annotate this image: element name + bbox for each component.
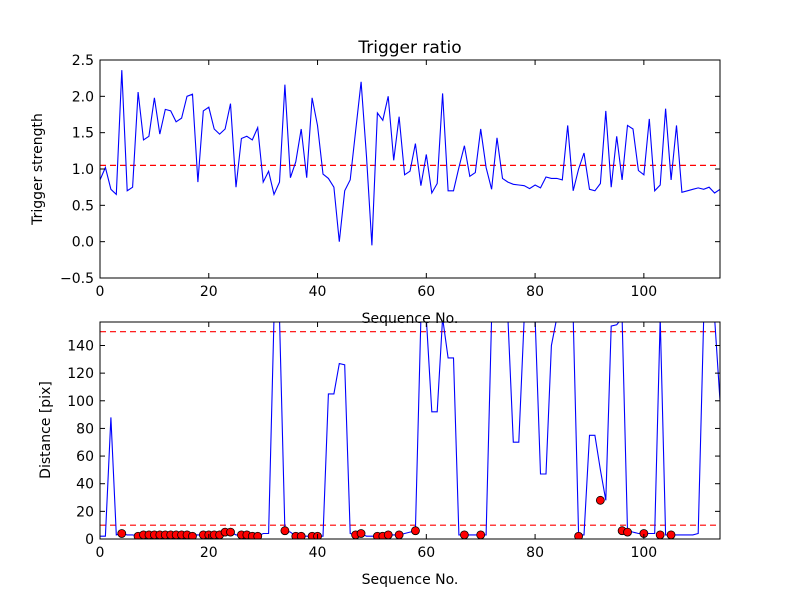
x-tick-label: 0 [96, 545, 105, 561]
distance-chart: 0 20 40 60 80 100 0 20 40 60 80 100 120 140 Sequence … [38, 321, 721, 588]
ticks: 0 20 40 60 80 100 −0.5 0.0 0.5 1.0 1.5 2.0 2.5 [60, 53, 720, 300]
y-axis-label: Distance [pix] [38, 381, 54, 479]
data-point [476, 530, 486, 539]
y-tick-label: 2.5 [72, 53, 94, 69]
y-tick-label: 0.0 [72, 235, 94, 251]
y-tick-label: 140 [67, 338, 94, 354]
plot-area [100, 70, 720, 246]
y-tick-label: 80 [76, 421, 94, 437]
x-tick-label: 20 [200, 545, 218, 561]
x-tick-label: 60 [417, 284, 435, 300]
axes-frame [99, 321, 721, 540]
data-point [459, 530, 469, 539]
clipped-series [100, 70, 720, 246]
x-tick-label: 80 [526, 545, 544, 561]
trigger-ratio-chart: Trigger ratio 0 20 40 60 80 100 −0.5 0.0 0.5 1.0 1… [30, 38, 721, 327]
data-point [226, 527, 235, 537]
data-point [595, 495, 605, 505]
x-tick-label: 100 [630, 545, 657, 561]
data-point [253, 531, 263, 539]
y-axis-label: Trigger strength [30, 113, 46, 226]
data-point [623, 527, 632, 537]
y-tick-label: 1.0 [72, 162, 94, 178]
y-tick-label: 20 [76, 504, 94, 520]
x-tick-label: 100 [630, 284, 657, 300]
x-tick-label: 60 [417, 545, 435, 561]
data-point [356, 529, 366, 538]
x-axis-label: Sequence No. [362, 572, 459, 588]
data-point [394, 530, 404, 539]
y-tick-label: 40 [76, 477, 94, 493]
y-tick-label: 60 [76, 449, 94, 465]
x-tick-label: 40 [309, 284, 327, 300]
x-tick-label: 0 [96, 284, 105, 300]
data-point [280, 526, 290, 536]
y-tick-label: 1.5 [72, 126, 94, 142]
x-tick-label: 20 [200, 284, 218, 300]
chart-title: Trigger ratio [357, 38, 461, 58]
data-point [117, 529, 127, 538]
data-point [574, 531, 583, 539]
data-point [666, 530, 676, 539]
y-tick-label: 0.5 [72, 198, 94, 214]
y-tick-label: 120 [67, 366, 94, 382]
y-tick-label: −0.5 [60, 271, 94, 287]
y-tick-label: 0 [85, 532, 94, 548]
data-point [383, 530, 393, 539]
ticks: 0 20 40 60 80 100 0 20 40 60 80 100 120 140 [67, 322, 720, 561]
data-point [655, 530, 665, 539]
data-point [188, 531, 197, 539]
x-tick-label: 40 [309, 545, 327, 561]
data-point [411, 526, 420, 536]
x-tick-label: 80 [526, 284, 544, 300]
y-tick-label: 2.0 [72, 89, 94, 105]
series-line [100, 70, 720, 246]
x-axis-label: Sequence No. [362, 311, 459, 327]
data-point [296, 531, 306, 539]
y-tick-label: 100 [67, 394, 94, 410]
